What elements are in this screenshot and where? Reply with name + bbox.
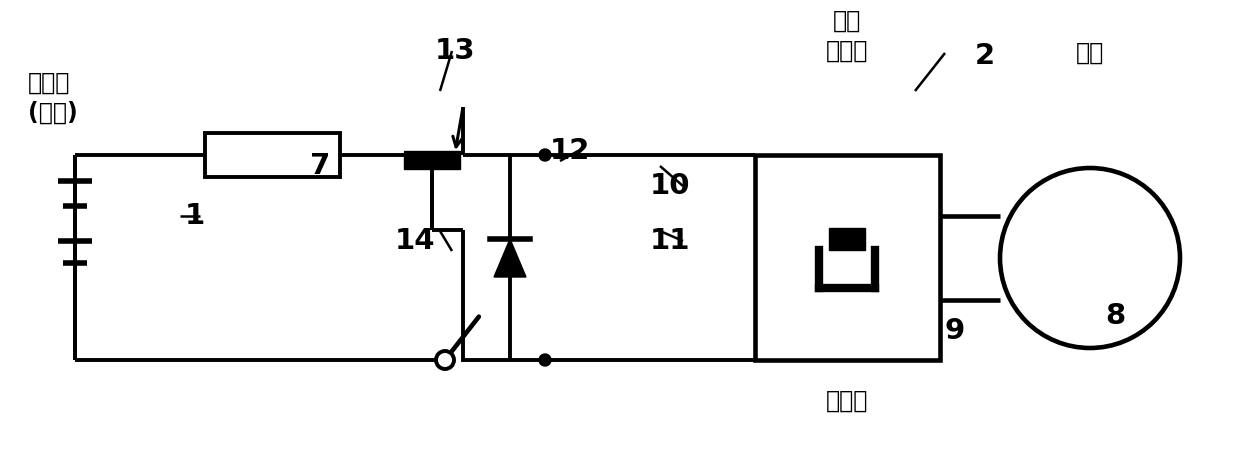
Text: 发电机
(电池): 发电机 (电池) [29, 71, 78, 124]
Circle shape [436, 351, 454, 369]
Text: 马达: 马达 [1076, 41, 1104, 65]
Polygon shape [494, 239, 526, 277]
Text: 11: 11 [650, 227, 691, 255]
Text: 7: 7 [310, 152, 330, 180]
Text: 14: 14 [394, 227, 435, 255]
Circle shape [539, 149, 551, 161]
Text: 2: 2 [975, 42, 994, 70]
Text: 12: 12 [549, 137, 590, 165]
Text: 10: 10 [650, 172, 691, 200]
Text: 1: 1 [185, 202, 205, 230]
Text: 电容性: 电容性 [826, 389, 868, 413]
Text: 9: 9 [945, 317, 965, 345]
Text: 13: 13 [435, 37, 475, 65]
Bar [830, 228, 866, 250]
Bar [404, 151, 460, 169]
Circle shape [999, 168, 1180, 348]
Text: 负载
接收器: 负载 接收器 [826, 9, 868, 63]
Bar [755, 155, 940, 360]
Text: 8: 8 [1105, 302, 1125, 330]
Bar [205, 133, 340, 177]
Circle shape [539, 354, 551, 366]
